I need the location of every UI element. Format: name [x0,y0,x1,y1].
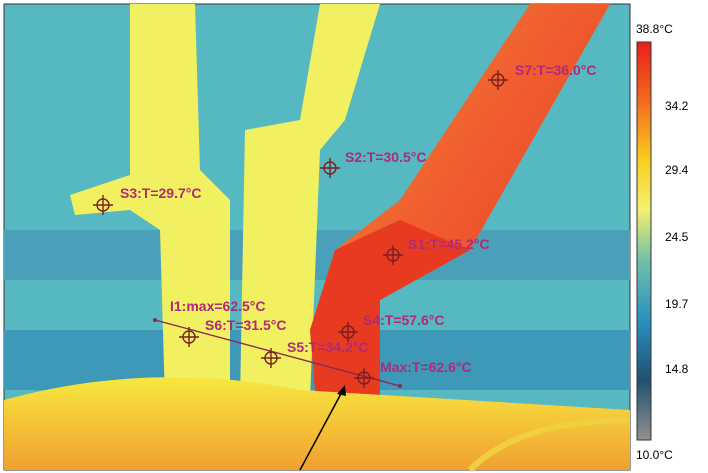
arrow-head [337,385,346,396]
spot-label: S7:T=36.0°C [515,62,596,78]
spot-marker [93,195,113,215]
spot-label: S5:T=34.2°C [287,339,368,355]
spot-marker [383,245,403,265]
spot-marker [354,368,374,388]
scale-tick: 24.5 [665,230,689,244]
spot-marker [179,327,199,347]
scale-tick: 29.4 [665,163,689,177]
spot-label: S3:T=29.7°C [120,185,201,201]
scale-tick: 14.8 [665,362,689,376]
spot-marker [338,322,358,342]
spot-label: S6:T=31.5°C [205,317,286,333]
spot-label: S4:T=57.6°C [363,312,444,328]
line-end [398,384,402,388]
spot-label: S1:T=45.2°C [408,236,489,252]
spot-label: Max:T=62.6°C [380,359,472,375]
scale-tick: 19.7 [665,297,689,311]
color-bar [636,41,652,441]
thermal-scene [4,4,631,473]
spot-label: S2:T=30.5°C [345,149,426,165]
arrow [299,389,344,471]
spot-label: I1:max=62.5°C [170,298,266,314]
line-end [153,318,157,322]
scale-tick: 34.2 [665,99,689,113]
spot-marker [488,70,508,90]
spot-marker [320,158,340,178]
scale-min: 10.0°C [636,448,673,462]
scale-max: 38.8°C [636,22,673,36]
spot-markers [93,70,508,388]
spot-marker [261,348,281,368]
